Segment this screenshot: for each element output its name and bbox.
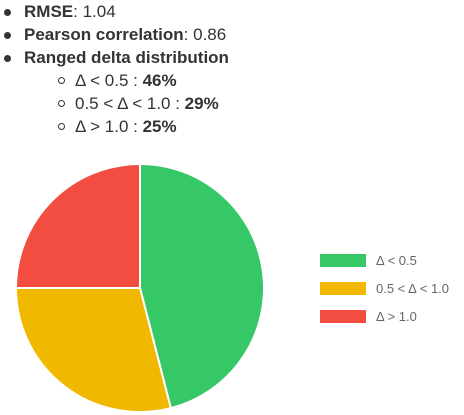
rmse-value: : 1.04 <box>73 2 116 21</box>
legend-swatch-0 <box>320 254 366 267</box>
legend-label-1: 0.5 < Δ < 1.0 <box>376 281 449 296</box>
range-label: Δ > 1.0 : <box>75 117 143 136</box>
ranged-distribution-label: Ranged delta distribution <box>24 48 229 67</box>
pearson-label: Pearson correlation <box>24 25 184 44</box>
pie-slice-2 <box>14 162 141 289</box>
bullet-circle <box>58 100 65 107</box>
legend-swatch-1 <box>320 282 366 295</box>
legend-label-0: Δ < 0.5 <box>376 253 417 268</box>
bullet-disc <box>4 9 11 16</box>
legend-swatch-2 <box>320 310 366 323</box>
legend-label-2: Δ > 1.0 <box>376 309 417 324</box>
range-label: Δ < 0.5 : <box>75 71 143 90</box>
bullet-disc <box>4 32 11 39</box>
rmse-label: RMSE <box>24 2 74 21</box>
range-label: 0.5 < Δ < 1.0 : <box>75 94 185 113</box>
range-value: 25% <box>142 117 177 136</box>
pie-slice-0 <box>139 162 265 410</box>
bullet-circle <box>58 77 65 84</box>
delta-pie-chart: Δ < 0.5 0.5 < Δ < 1.0 Δ > 1.0 <box>14 162 449 413</box>
range-value: 29% <box>184 94 219 113</box>
bullet-disc <box>4 55 11 62</box>
range-value: 46% <box>142 71 177 90</box>
pearson-value: : 0.86 <box>183 25 227 44</box>
bullet-circle <box>58 123 65 130</box>
pie-slice-1 <box>14 287 173 413</box>
